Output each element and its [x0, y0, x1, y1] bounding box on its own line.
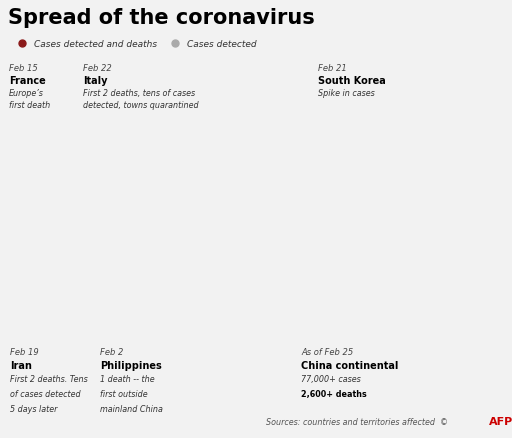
Text: Spread of the coronavirus: Spread of the coronavirus: [8, 8, 314, 28]
Text: 1 death -- the: 1 death -- the: [100, 374, 155, 383]
Text: 77,000+ cases: 77,000+ cases: [301, 374, 361, 383]
Text: Europe’s: Europe’s: [9, 88, 44, 98]
Text: Feb 22: Feb 22: [83, 64, 112, 73]
Text: Feb 19: Feb 19: [10, 347, 39, 356]
Text: Sources: countries and territories affected  ©: Sources: countries and territories affec…: [266, 417, 448, 426]
Text: AFP: AFP: [489, 416, 512, 426]
Text: South Korea: South Korea: [317, 76, 385, 86]
Text: Philippines: Philippines: [100, 360, 162, 370]
Text: First 2 deaths. Tens: First 2 deaths. Tens: [10, 374, 88, 383]
Text: 5 days later: 5 days later: [10, 404, 58, 413]
Text: 2,600+ deaths: 2,600+ deaths: [301, 389, 367, 398]
Text: France: France: [9, 76, 46, 86]
Text: As of Feb 25: As of Feb 25: [301, 347, 353, 356]
Text: First 2 deaths, tens of cases: First 2 deaths, tens of cases: [83, 88, 195, 98]
Text: Feb 2: Feb 2: [100, 347, 123, 356]
Legend: Cases detected and deaths, Cases detected: Cases detected and deaths, Cases detecte…: [10, 37, 260, 53]
Text: Feb 21: Feb 21: [317, 64, 346, 73]
Text: detected, towns quarantined: detected, towns quarantined: [83, 101, 199, 110]
Text: Iran: Iran: [10, 360, 32, 370]
Text: Feb 15: Feb 15: [9, 64, 38, 73]
Text: mainland China: mainland China: [100, 404, 163, 413]
Text: China continental: China continental: [301, 360, 398, 370]
Text: Spike in cases: Spike in cases: [317, 88, 374, 98]
Text: first outside: first outside: [100, 389, 147, 398]
Text: Italy: Italy: [83, 76, 108, 86]
Text: first death: first death: [9, 101, 51, 110]
Text: of cases detected: of cases detected: [10, 389, 81, 398]
